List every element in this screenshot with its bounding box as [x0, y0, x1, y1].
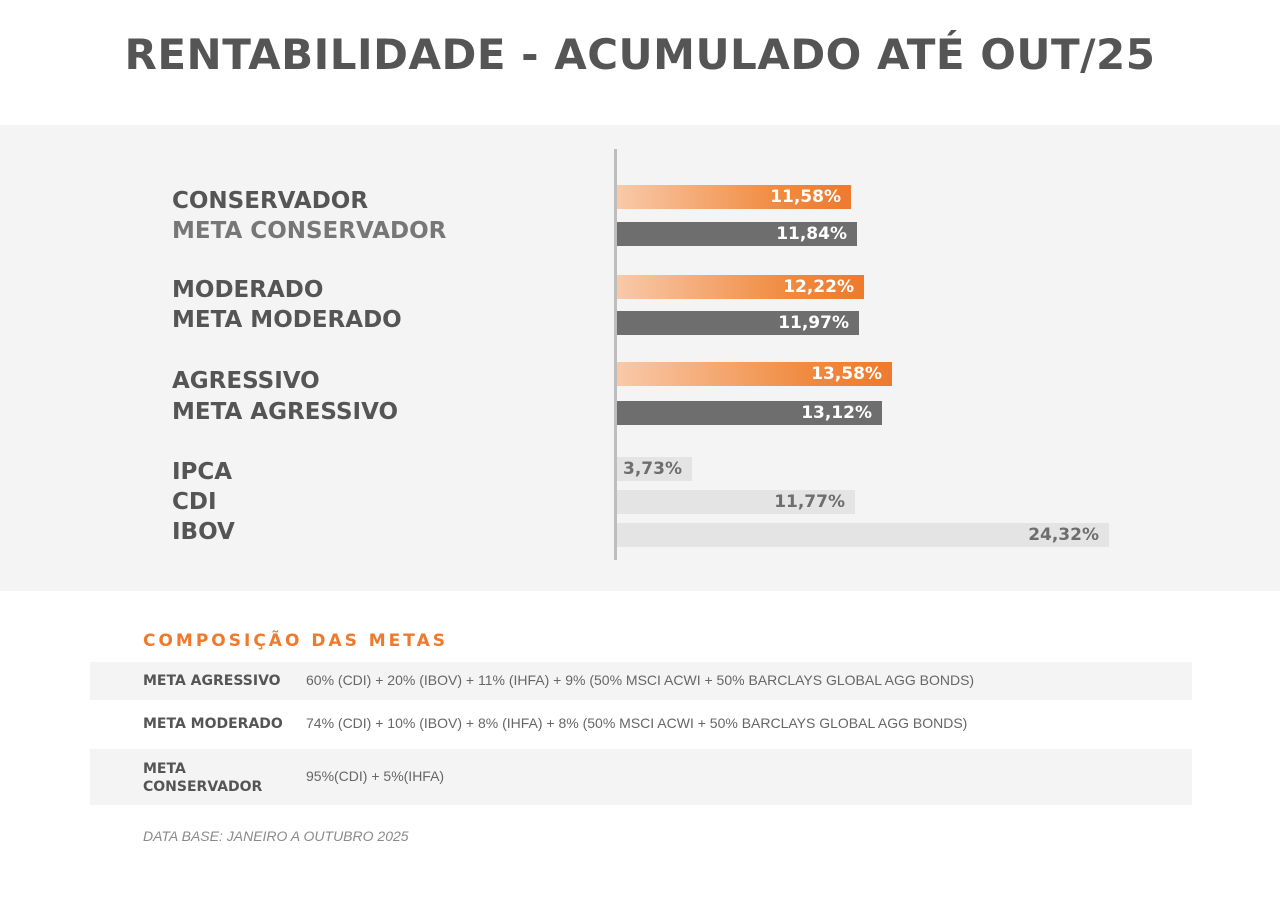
category-label: META AGRESSIVO [172, 399, 399, 425]
page-title: RENTABILIDADE - ACUMULADO ATÉ OUT/25 [124, 30, 1156, 79]
bar-value-label: 12,22% [783, 277, 854, 297]
composition-title: COMPOSIÇÃO DAS METAS [143, 631, 448, 651]
composition-row: META CONSERVADOR 95%(CDI) + 5%(IHFA) [90, 749, 1192, 805]
category-label: AGRESSIVO [172, 368, 320, 394]
composition-row-name: META AGRESSIVO [143, 673, 281, 689]
composition-row-name: META MODERADO [143, 716, 283, 732]
bar-value-label: 11,77% [774, 492, 845, 512]
bar: 11,58% [617, 185, 851, 209]
category-label: IPCA [172, 459, 233, 485]
bar: 12,22% [617, 275, 864, 299]
composition-row-desc: 74% (CDI) + 10% (IBOV) + 8% (IHFA) + 8% … [306, 715, 968, 731]
bar-value-label: 13,12% [801, 403, 872, 423]
category-label: CONSERVADOR [172, 188, 369, 214]
bar-value-label: 24,32% [1028, 525, 1099, 545]
composition-row-name: META CONSERVADOR [143, 761, 263, 795]
chart-axis-line [614, 149, 617, 560]
bar-value-label: 3,73% [623, 459, 682, 479]
composition-row-desc: 95%(CDI) + 5%(IHFA) [306, 768, 445, 784]
composition-row: META AGRESSIVO 60% (CDI) + 20% (IBOV) + … [90, 662, 1192, 700]
bar: 13,58% [617, 362, 892, 386]
bar-value-label: 11,84% [776, 224, 847, 244]
bar: 11,97% [617, 311, 859, 335]
bar-value-label: 13,58% [811, 364, 882, 384]
category-label: CDI [172, 489, 217, 515]
footnote: DATA BASE: JANEIRO A OUTUBRO 2025 [143, 828, 409, 844]
bar: 24,32% [617, 523, 1109, 547]
composition-row-desc: 60% (CDI) + 20% (IBOV) + 11% (IHFA) + 9%… [306, 672, 975, 688]
bar: 3,73% [617, 457, 692, 481]
bar: 11,84% [617, 222, 857, 246]
composition-row: META MODERADO 74% (CDI) + 10% (IBOV) + 8… [90, 705, 1192, 743]
category-label: META MODERADO [172, 307, 402, 333]
category-label: IBOV [172, 519, 235, 545]
bar: 13,12% [617, 401, 882, 425]
bar: 11,77% [617, 490, 855, 514]
bar-value-label: 11,97% [778, 313, 849, 333]
bar-value-label: 11,58% [770, 187, 841, 207]
category-label: META CONSERVADOR [172, 218, 447, 244]
category-label: MODERADO [172, 277, 324, 303]
